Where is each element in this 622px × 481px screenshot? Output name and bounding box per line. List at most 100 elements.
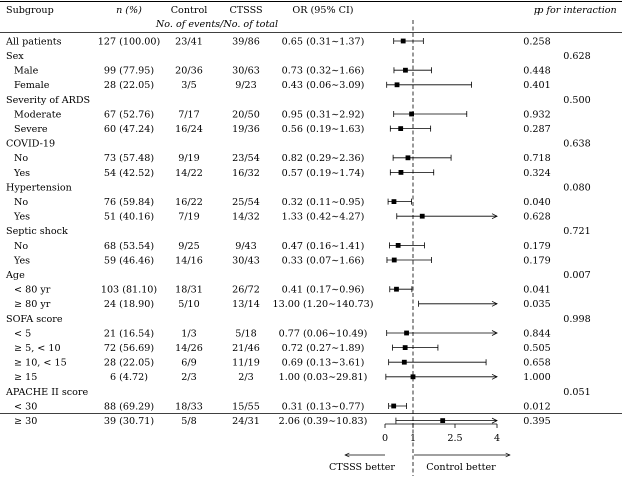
row-control: 5/8 [181,416,196,427]
row-n: 28 (22.05) [104,358,154,369]
table-row: Moderate 67 (52.76) 7/17 20/50 0.95 (0.31∼2.… [14,109,551,120]
row-n: 88 (69.29) [104,401,154,412]
row-ctsss: 25/54 [232,197,260,208]
row-p-interaction: 0.628 [563,51,590,62]
header-control: Control [171,5,208,16]
ci-arrow [491,373,498,380]
row-ctsss: 5/18 [235,328,257,339]
row-control: 14/26 [175,343,203,354]
row-ctsss: 16/32 [232,168,260,179]
point-estimate [410,374,416,380]
row-control: 1/3 [181,328,196,339]
row-label: No [14,197,28,208]
row-control: 20/36 [175,66,203,77]
row-label: APACHE II score [5,387,88,398]
point-estimate [419,213,425,219]
row-n: 51 (40.16) [104,212,154,223]
table-row: No 76 (59.84) 16/22 25/54 0.32 (0.11∼0.95) 0.… [14,197,551,208]
point-estimate [402,345,408,350]
row-label: Yes [13,212,30,223]
row-or-ci: 0.56 (0.19∼1.63) [282,124,365,135]
header-events-note: No. of events/No. of total [155,19,278,30]
row-label: Severe [14,124,48,135]
row-ctsss: 26/72 [232,285,260,296]
row-p: 0.718 [523,153,550,164]
ci-arrow [491,417,498,424]
point-estimate [395,243,401,248]
row-or-ci: 13.00 (1.20∼140.73) [273,299,374,310]
table-row: No 73 (57.48) 9/19 23/54 0.82 (0.29∼2.36) 0.7… [14,153,551,164]
control-better-label: Control better [426,462,496,473]
row-control: 16/24 [175,124,203,135]
table-row: Yes 59 (46.46) 14/16 30/43 0.33 (0.07∼1.66) 0… [13,255,551,266]
ctsss-better-label: CTSSS better [329,462,395,473]
row-or-ci: 0.69 (0.13∼3.61) [282,358,365,369]
row-n: 6 (4.72) [110,372,148,383]
row-ctsss: 11/19 [232,358,260,369]
point-estimate [440,418,446,423]
x-axis: 0 1 2.5 4 [382,423,500,444]
table-row: Severity of ARDS 0.500 [6,95,591,106]
row-or-ci: 0.95 (0.31∼2.92) [282,109,365,120]
row-label: Female [14,80,50,91]
row-control: 9/19 [178,153,200,164]
table-row: < 5 21 (16.54) 1/3 5/18 0.77 (0.06∼10.49) 0.8… [14,328,551,339]
row-p: 0.035 [523,299,550,310]
row-n: 54 (42.52) [104,168,154,179]
table-row: ≥ 30 39 (30.71) 5/8 24/31 2.06 (0.39∼10.83) 0… [14,416,551,427]
row-ctsss: 14/32 [232,212,260,223]
row-label: < 30 [14,401,37,412]
row-p: 0.448 [523,66,550,77]
row-or-ci: 0.33 (0.07∼1.66) [282,255,365,266]
row-control: 6/9 [181,358,196,369]
row-p-interaction: 0.721 [563,226,590,237]
row-label: Hypertension [6,182,72,193]
row-p: 0.258 [523,36,550,47]
row-n: 73 (57.48) [104,153,154,164]
row-n: 21 (16.54) [104,328,154,339]
x-tick-label: 1 [410,433,416,444]
row-control: 5/10 [178,299,200,310]
table-row: Male 99 (77.95) 20/36 30/63 0.73 (0.32∼1.66)… [14,66,551,77]
direction-labels: CTSSS better Control better [329,455,510,473]
table-row: Hypertension 0.080 [6,182,591,193]
row-n: 76 (59.84) [104,197,154,208]
table-row: Yes 51 (40.16) 7/19 14/32 1.33 (0.42∼4.27) 0.… [13,212,551,223]
row-control: 7/17 [178,109,200,120]
row-p: 0.012 [523,401,550,412]
row-n: 72 (56.69) [104,343,154,354]
table-row: Sex 0.628 [6,51,591,62]
row-label: Yes [13,255,30,266]
row-control: 18/31 [175,285,203,296]
row-label: Sex [6,51,24,62]
row-p-interaction: 0.500 [563,95,590,106]
point-estimate [394,286,399,292]
header-p-interaction: p for interaction [537,5,617,16]
table-row: ≥ 15 6 (4.72) 2/3 2/3 1.00 (0.03∼29.81) 1.000 [14,372,551,383]
row-ctsss: 24/31 [232,416,260,427]
table-row: Age 0.007 [5,270,591,281]
row-ctsss: 9/23 [235,80,257,91]
row-p: 0.040 [523,197,550,208]
row-control: 23/41 [175,36,203,47]
row-p-interaction: 0.998 [563,314,590,325]
row-label: COVID-19 [6,139,55,150]
row-p: 0.658 [523,358,550,369]
row-p: 0.401 [523,80,550,91]
ci-arrow [491,213,498,220]
x-tick-label: 2.5 [447,433,462,444]
table-header: Subgroup n (%) Control CTSSS No. of even… [6,5,617,30]
row-control: 7/19 [178,212,200,223]
row-p-interaction: 0.080 [563,182,590,193]
row-label: Male [14,66,39,77]
row-label: No [14,153,28,164]
row-n: 68 (53.54) [104,241,154,252]
row-control: 14/16 [175,255,203,266]
row-n: 24 (18.90) [104,299,154,310]
row-p: 0.844 [523,328,550,339]
point-estimate [398,126,404,131]
table-rows: All patients 127 (100.00) 23/41 39/86 0.65 (… [5,36,591,427]
row-p: 1.000 [523,372,550,383]
row-p: 0.505 [523,343,550,354]
